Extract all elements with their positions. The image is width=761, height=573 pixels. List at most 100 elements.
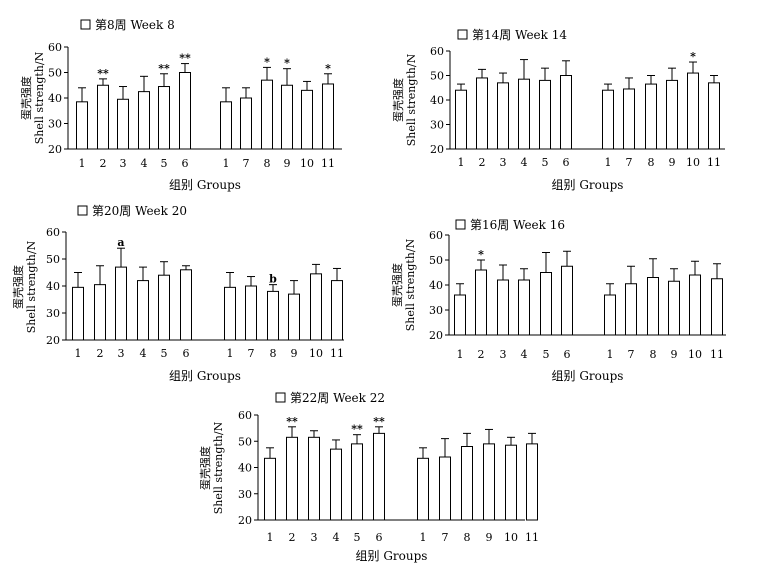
y-tick-label: 50 xyxy=(430,70,444,83)
y-tick-label: 30 xyxy=(429,304,443,317)
bar xyxy=(331,280,343,341)
x-tick-label: 11 xyxy=(707,156,721,169)
bar xyxy=(518,78,530,150)
x-tick-label: 2 xyxy=(479,156,486,169)
y-axis-label-cn: 蛋壳强度 xyxy=(198,446,212,490)
x-tick-label: 8 xyxy=(650,348,657,361)
significance-label: ** xyxy=(351,423,363,436)
panel-title: 第14周 Week 14 xyxy=(457,28,567,42)
x-tick-label: 6 xyxy=(564,348,571,361)
bar xyxy=(483,443,495,521)
chart-panel-4: 第16周 Week 16 20 30 40 50 60 蛋壳强度Shell strength… xyxy=(390,218,726,383)
x-tick-label: 4 xyxy=(141,157,148,170)
x-tick-label: 9 xyxy=(291,347,298,360)
x-tick-label: 2 xyxy=(97,347,104,360)
x-tick-label: 10 xyxy=(309,347,323,360)
significance-label: ** xyxy=(286,415,298,428)
legend-box xyxy=(77,205,88,216)
bar xyxy=(94,284,106,341)
x-tick-label: 5 xyxy=(543,348,550,361)
x-tick-label: 11 xyxy=(321,157,335,170)
x-tick-label: 1 xyxy=(75,347,82,360)
x-tick-label: 1 xyxy=(605,156,612,169)
x-tick-label: 7 xyxy=(626,156,633,169)
bar xyxy=(647,277,659,336)
x-tick-label: 4 xyxy=(521,348,528,361)
x-tick-label: 8 xyxy=(270,347,277,360)
significance-label: * xyxy=(690,50,696,63)
y-tick-label: 20 xyxy=(46,334,60,347)
bar xyxy=(286,436,298,521)
bar xyxy=(560,75,572,150)
bar xyxy=(417,457,429,521)
x-tick-label: 1 xyxy=(457,348,464,361)
panel-title: 第16周 Week 16 xyxy=(455,218,565,232)
y-tick-label: 50 xyxy=(429,254,443,267)
bar xyxy=(180,269,192,341)
y-axis-label: 蛋壳强度Shell strength/N xyxy=(19,51,46,144)
bar xyxy=(505,444,517,521)
y-axis-label-cn: 蛋壳强度 xyxy=(390,263,404,307)
y-tick-label: 40 xyxy=(430,94,444,107)
panel-title-text: 第8周 Week 8 xyxy=(95,18,175,32)
x-axis-label: 组别 Groups xyxy=(552,369,624,383)
y-tick-label: 40 xyxy=(429,279,443,292)
bar xyxy=(224,286,236,341)
bar xyxy=(97,84,109,150)
bar xyxy=(666,79,678,150)
bar xyxy=(689,274,701,336)
y-tick-label: 60 xyxy=(430,45,444,58)
bar xyxy=(687,72,699,150)
y-axis-label-cn: 蛋壳强度 xyxy=(19,76,33,120)
y-axis-label-cn: 蛋壳强度 xyxy=(391,78,405,122)
panel-title: 第20周 Week 20 xyxy=(77,204,187,218)
bar xyxy=(373,432,385,521)
x-tick-label: 6 xyxy=(376,531,383,544)
y-axis-label-en: Shell strength/N xyxy=(212,421,225,514)
chart-panel-5: 第22周 Week 22 20 30 40 50 60 蛋壳强度Shell strength… xyxy=(198,391,539,563)
bar xyxy=(518,279,530,336)
x-tick-label: 9 xyxy=(669,156,676,169)
bar xyxy=(281,84,293,150)
bar xyxy=(310,273,322,341)
bar xyxy=(308,436,320,521)
y-axis-label: 蛋壳强度Shell strength/N xyxy=(391,53,418,146)
bar xyxy=(322,83,334,150)
x-tick-label: 11 xyxy=(525,531,539,544)
significance-label: * xyxy=(325,62,331,75)
bar xyxy=(645,83,657,150)
bar xyxy=(330,448,342,521)
bar xyxy=(220,101,232,150)
bar xyxy=(625,283,637,336)
y-tick-label: 50 xyxy=(46,253,60,266)
x-tick-label: 10 xyxy=(686,156,700,169)
y-tick-label: 30 xyxy=(48,118,62,131)
bar xyxy=(138,91,150,150)
significance-label: * xyxy=(284,57,290,70)
y-tick-label: 60 xyxy=(429,229,443,242)
y-tick-label: 40 xyxy=(46,280,60,293)
bar xyxy=(539,79,551,150)
y-axis-label-en: Shell strength/N xyxy=(404,238,417,331)
bar xyxy=(561,265,573,336)
significance-label: * xyxy=(478,248,484,261)
x-tick-label: 3 xyxy=(120,157,127,170)
y-tick-label: 60 xyxy=(48,41,62,54)
x-tick-label: 1 xyxy=(420,531,427,544)
bar xyxy=(454,294,466,336)
x-tick-label: 1 xyxy=(607,348,614,361)
bar xyxy=(158,86,170,150)
bar xyxy=(439,456,451,521)
x-tick-label: 8 xyxy=(264,157,271,170)
x-tick-label: 1 xyxy=(227,347,234,360)
bar xyxy=(115,266,127,341)
x-axis-label: 组别 Groups xyxy=(552,178,624,192)
panel-title-text: 第20周 Week 20 xyxy=(92,204,187,218)
x-tick-label: 6 xyxy=(183,347,190,360)
y-axis-label-cn: 蛋壳强度 xyxy=(11,265,25,309)
bar xyxy=(708,82,720,150)
x-tick-label: 2 xyxy=(100,157,107,170)
panel-title: 第22周 Week 22 xyxy=(275,391,385,405)
bar xyxy=(455,89,467,150)
